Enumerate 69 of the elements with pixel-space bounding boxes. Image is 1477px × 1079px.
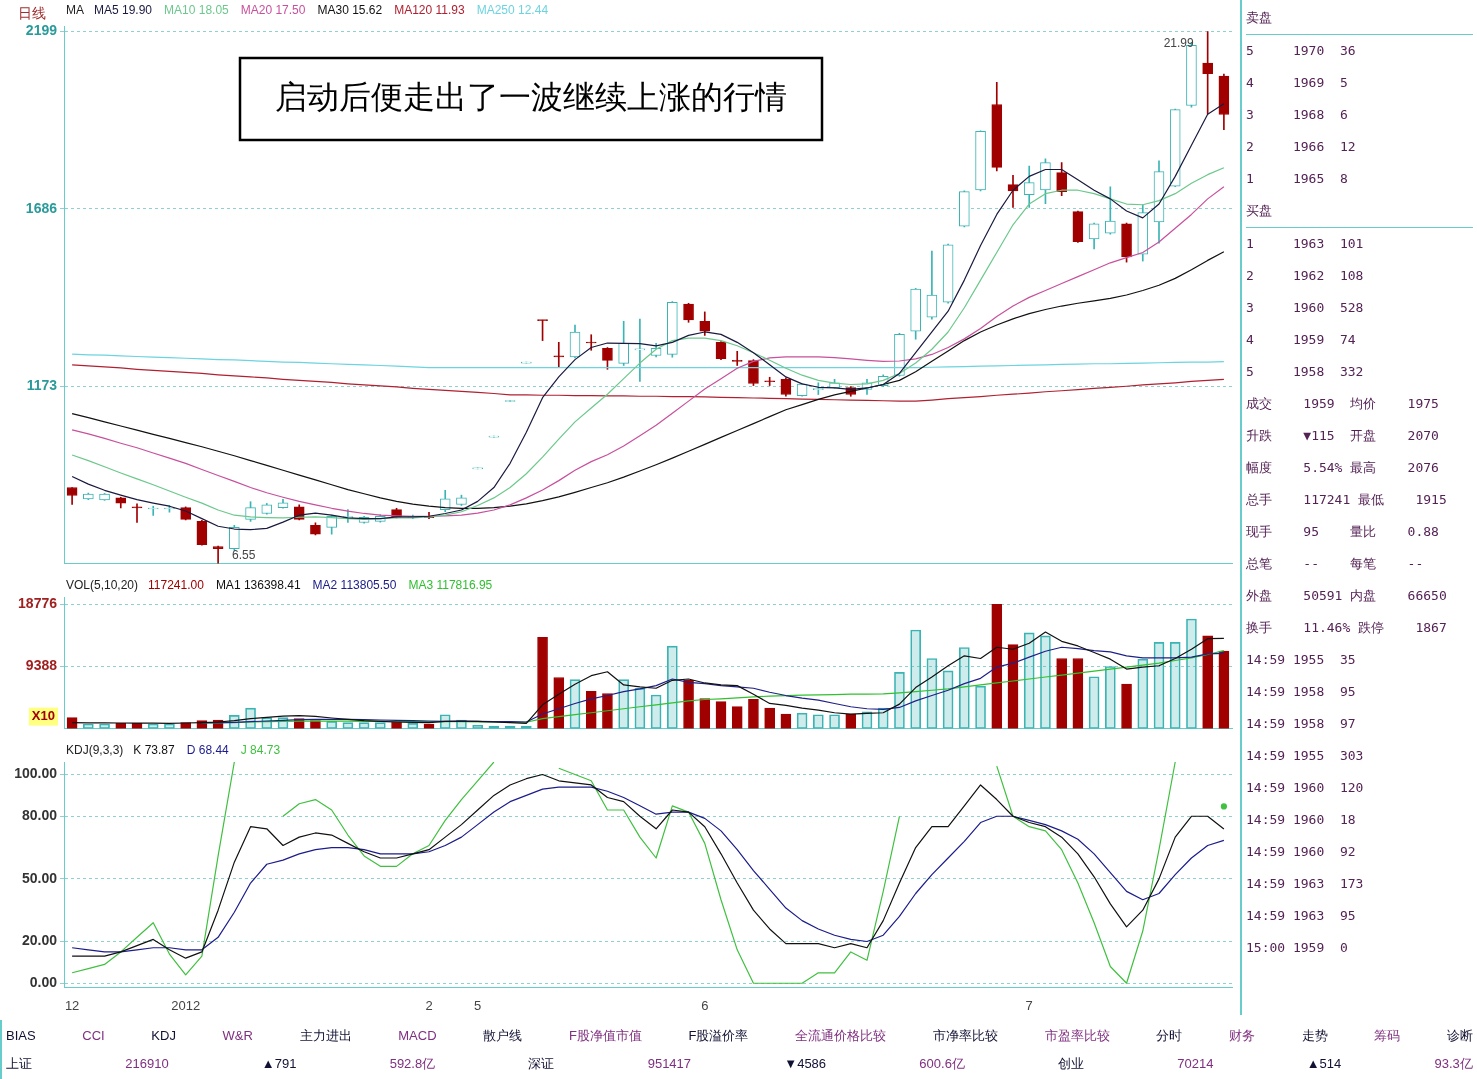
text: 卖盘 — [1246, 9, 1273, 27]
text: 14:59 1958 95 — [1246, 683, 1357, 701]
text: 总笔 -- 每笔 -- — [1246, 555, 1425, 573]
text: 14:59 1960 92 — [1246, 843, 1357, 861]
annotation: 启动后便走出了一波继续上涨的行情 — [275, 79, 787, 116]
text: 幅度 5.54% 最高 2076 — [1246, 459, 1440, 477]
text: MA250 12.44 — [476, 3, 549, 18]
text: MA30 15.62 — [317, 3, 383, 18]
legend-title: VOL(5,10,20) — [66, 578, 139, 593]
text: 14:59 1963 95 — [1246, 907, 1357, 925]
text: 14:59 1955 35 — [1246, 651, 1357, 669]
text: D 68.44 — [186, 743, 230, 758]
y-tick-label: 80.00 — [21, 807, 58, 824]
text: MA1 136398.41 — [215, 578, 301, 593]
text: 15:00 1959 0 — [1246, 939, 1349, 957]
x-tick-label: 12 — [64, 997, 80, 1013]
text: 2 1962 108 — [1246, 267, 1365, 285]
text: 14:59 1960 120 — [1246, 779, 1365, 797]
text: 117241.00 — [148, 578, 205, 593]
legend-title: MA — [66, 3, 84, 18]
text: 3 1968 6 — [1246, 106, 1349, 124]
text: 1 1965 8 — [1246, 170, 1349, 188]
text: 14:59 1963 173 — [1246, 875, 1365, 893]
text: 14:59 1958 97 — [1246, 715, 1357, 733]
y-axis-title: X10 — [31, 708, 56, 724]
x-tick-label: 2012 — [171, 997, 201, 1013]
text: MA120 11.93 — [394, 3, 465, 18]
text: 换手 11.46% 跌停 1867 — [1246, 619, 1448, 637]
text: 外盘 50591 内盘 66650 — [1246, 587, 1448, 605]
text: 升跌 ▼115 开盘 2070 — [1246, 427, 1440, 445]
text: K 73.87 — [133, 743, 176, 758]
y-tick-label: 2199 — [25, 22, 58, 39]
text: 3 1960 528 — [1246, 299, 1365, 317]
x-tick-label: 2 — [425, 997, 433, 1013]
x-tick-label: 7 — [1025, 997, 1033, 1013]
text: 4 1969 5 — [1246, 74, 1349, 92]
text: BIAS CCI KDJ W&R 主力进出 MACD 散户线 F股净值市值 F股溢价率 全流通价格比较 市净率比较 市盈率比较 分时 财务 走势 筹码 诊断 — [6, 1028, 1473, 1043]
y-tick-label: 50.00 — [21, 869, 58, 886]
y-tick-label: 100.00 — [14, 765, 58, 782]
text: 2 1966 12 — [1246, 138, 1357, 156]
text: 4 1959 74 — [1246, 331, 1357, 349]
text: 买盘 — [1246, 202, 1273, 220]
text: 5 1970 36 — [1246, 42, 1357, 60]
text: 14:59 1960 18 — [1246, 811, 1357, 829]
y-tick-label: 1173 — [26, 377, 58, 394]
text: 现手 95 量比 0.88 — [1246, 523, 1440, 541]
x-tick-label: 6 — [701, 997, 709, 1013]
text: 1 1963 101 — [1246, 235, 1365, 253]
text: MA20 17.50 — [240, 3, 306, 18]
y-tick-label: 20.00 — [21, 932, 58, 949]
annotation: 21.99 — [1163, 35, 1194, 50]
y-tick-label: 18776 — [18, 595, 58, 612]
text: MA3 117816.95 — [408, 578, 493, 593]
text: MA5 19.90 — [94, 3, 153, 18]
text: 14:59 1955 303 — [1246, 747, 1365, 765]
text: 5 1958 332 — [1246, 363, 1365, 381]
y-tick-label: 0.00 — [29, 974, 58, 991]
text: 上证 216910 ▲791 592.8亿 深证 951417 ▼4586 600.6亿 创业 70214 ▲514 93.3亿 — [6, 1056, 1473, 1071]
text: 总手 117241 最低 1915 — [1246, 491, 1448, 509]
y-tick-label: 9388 — [25, 657, 58, 674]
x-tick-label: 5 — [474, 997, 482, 1013]
legend-title: KDJ(9,3,3) — [66, 743, 124, 758]
text: MA2 113805.50 — [312, 578, 397, 593]
series-label: J 84.73 — [240, 743, 281, 758]
chart-title: 日线 — [18, 4, 46, 21]
text: MA10 18.05 — [164, 3, 230, 18]
annotation: 6.55 — [232, 547, 256, 562]
y-tick-label: 1686 — [25, 199, 58, 216]
text: 成交 1959 均价 1975 — [1246, 395, 1440, 413]
